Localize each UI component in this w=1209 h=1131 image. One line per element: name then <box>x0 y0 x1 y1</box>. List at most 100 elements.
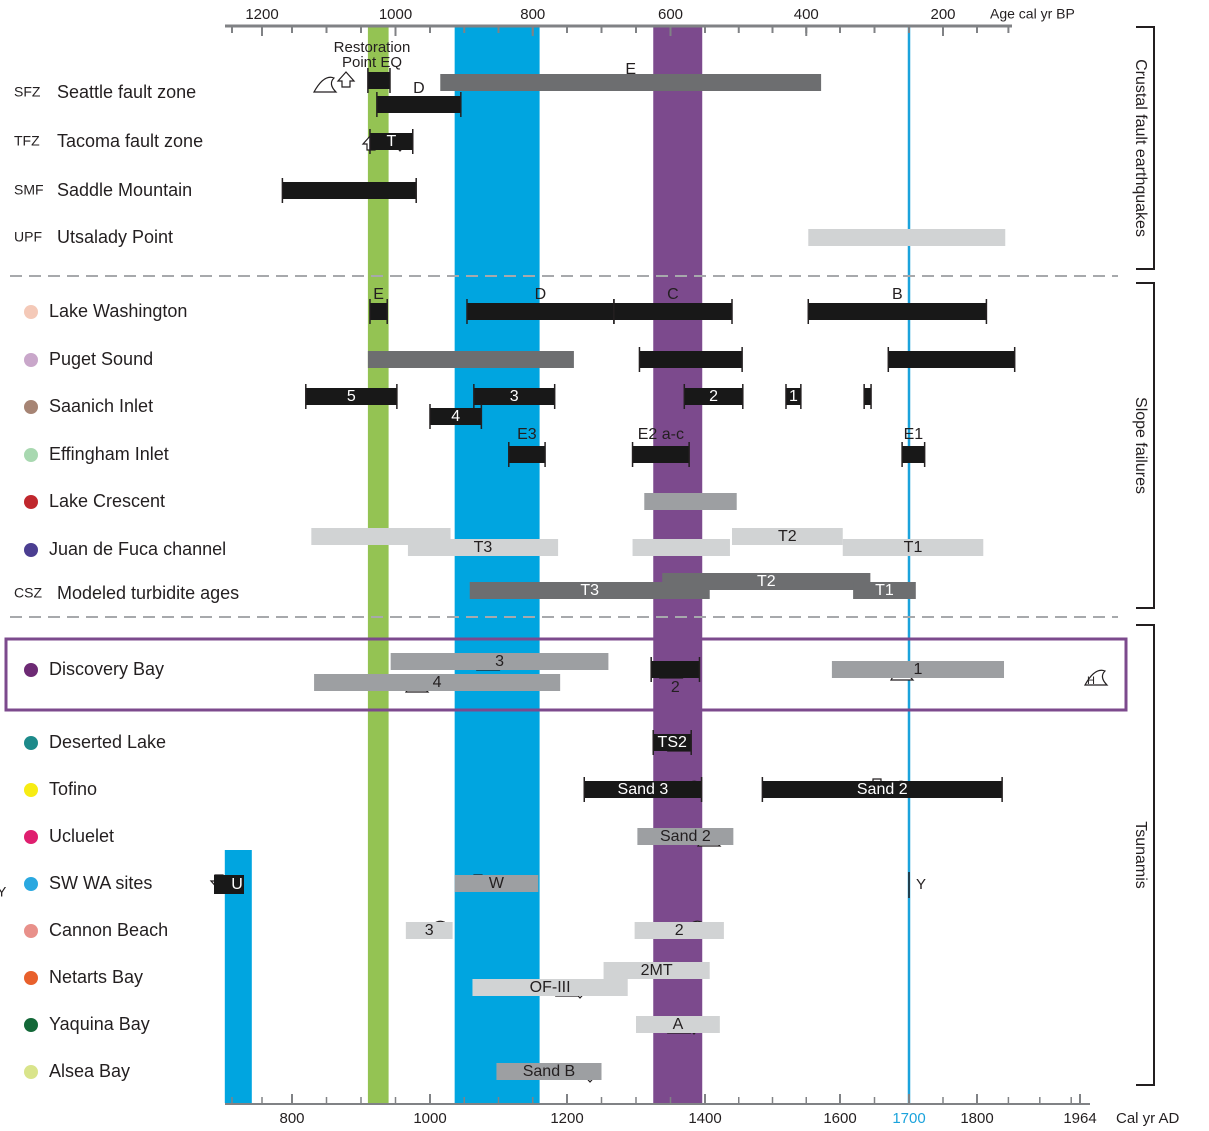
bar-label: T3 <box>580 582 599 599</box>
row-name: Cannon Beach <box>49 920 168 940</box>
row-name: Puget Sound <box>49 349 153 369</box>
bar-label: E <box>373 286 384 303</box>
section-bracket-1 <box>1136 26 1155 270</box>
row-nb: Netarts Bay 2MT OF-III <box>24 962 710 996</box>
data-bar <box>469 582 710 599</box>
bottom-axis-tick-label: 1200 <box>550 1110 583 1127</box>
row-dot <box>24 543 38 557</box>
data-bar <box>407 539 559 556</box>
data-bar <box>367 72 390 89</box>
top-axis-tick-label: 1000 <box>379 6 412 23</box>
bar-label: T1 <box>904 539 923 556</box>
data-bar <box>842 539 984 556</box>
bar-label: T2 <box>757 573 776 590</box>
data-bar <box>603 962 710 979</box>
row-name: Lake Washington <box>49 301 187 321</box>
data-bar <box>864 388 872 405</box>
row-dot <box>24 736 38 750</box>
u-label: U <box>231 876 243 893</box>
data-bar <box>732 528 843 545</box>
row-name: Saddle Mountain <box>57 180 192 200</box>
row-db: Discovery Bay 3 4 2 1 <box>24 653 1005 696</box>
row-dot <box>24 353 38 367</box>
row-dot <box>24 448 38 462</box>
row-name: Yaquina Bay <box>49 1014 150 1034</box>
data-bar <box>367 351 574 368</box>
bottom-axis-tick-label: 1800 <box>960 1110 993 1127</box>
bar-label: 5 <box>347 388 356 405</box>
row-dot <box>24 1065 38 1079</box>
bar-label: 3 <box>495 653 504 670</box>
row-cb: Cannon Beach 3 2 <box>24 920 724 940</box>
bar-label: 2MT <box>641 962 673 979</box>
data-bar <box>762 781 1003 798</box>
row-code: UPF <box>14 229 42 245</box>
row-name: Juan de Fuca channel <box>49 539 226 559</box>
row-dot <box>24 1018 38 1032</box>
row-dot <box>24 305 38 319</box>
bottom-axis-tick-label: 1600 <box>823 1110 856 1127</box>
row-dl: Deserted Lake TS2 <box>24 730 692 755</box>
row-name: Tacoma fault zone <box>57 131 203 151</box>
row-jdf: Juan de Fuca channel T3 T2 T1 <box>24 528 984 559</box>
row-dot <box>24 400 38 414</box>
row-tfz: TFZ Tacoma fault zone T <box>14 129 414 154</box>
row-name: Tofino <box>49 779 97 799</box>
row-name: Seattle fault zone <box>57 82 196 102</box>
bar-label: 3 <box>510 388 519 405</box>
data-bar <box>639 351 743 368</box>
data-bar <box>634 922 724 939</box>
bar-label: 4 <box>433 674 442 691</box>
bar-label: B <box>892 286 903 303</box>
row-dot <box>24 783 38 797</box>
section-label: Slope failures <box>1132 397 1149 494</box>
data-bar <box>888 351 1015 368</box>
row-dot <box>24 924 38 938</box>
band-blue <box>454 27 540 1103</box>
row-upf: UPF Utsalady Point <box>14 227 1006 247</box>
row-name: Discovery Bay <box>49 659 164 679</box>
wave-icon <box>1083 669 1109 686</box>
bar-label: 2 <box>709 388 718 405</box>
bottom-axis-tick-label: 1964 <box>1063 1110 1096 1127</box>
bar-label: A <box>673 1016 684 1033</box>
bar-label: TS2 <box>658 734 687 751</box>
data-bar <box>466 303 614 320</box>
data-bar <box>808 303 987 320</box>
y-label: Y <box>916 876 926 893</box>
top-axis-tick-label: 1200 <box>245 6 278 23</box>
row-code: SFZ <box>14 84 41 100</box>
data-bar <box>637 828 734 845</box>
data-bar <box>454 875 539 892</box>
section-bracket-3 <box>1136 624 1155 1086</box>
row-ucl: Ucluelet Sand 2 <box>24 826 734 846</box>
row-yb: Yaquina Bay A <box>24 1014 720 1034</box>
row-name: Modeled turbidite ages <box>57 583 239 603</box>
bar-label: 4 <box>451 408 460 425</box>
axes-layer: 1200 1000 800 600 400 200 Age cal yr BP 800 1000… <box>225 6 1180 1127</box>
left-edge-y-label: Y <box>0 884 7 900</box>
bar-label: 3 <box>425 922 434 939</box>
restoration-point-label: Restoration <box>334 39 411 56</box>
bar-label: 2 <box>675 922 684 939</box>
band-green <box>367 27 389 1103</box>
bar-label: 2 <box>671 679 680 696</box>
arrow-up-icon <box>336 71 356 88</box>
bar-label: 1 <box>789 388 798 405</box>
bar-label: Sand B <box>523 1063 575 1080</box>
row-code: TFZ <box>14 133 40 149</box>
row-dot <box>24 877 38 891</box>
row-code: SMF <box>14 182 44 198</box>
data-bar <box>632 446 690 463</box>
row-code: CSZ <box>14 585 42 601</box>
row-name: Lake Crescent <box>49 491 165 511</box>
row-name: Utsalady Point <box>57 227 173 247</box>
data-bar <box>662 573 871 590</box>
bar-label: E <box>625 61 636 78</box>
restoration-point-label: Point EQ <box>342 54 402 71</box>
data-bar <box>376 96 461 113</box>
data-bar <box>684 388 743 405</box>
row-sfz: SFZ Seattle fault zone E D <box>14 61 822 117</box>
data-bar <box>786 388 801 405</box>
